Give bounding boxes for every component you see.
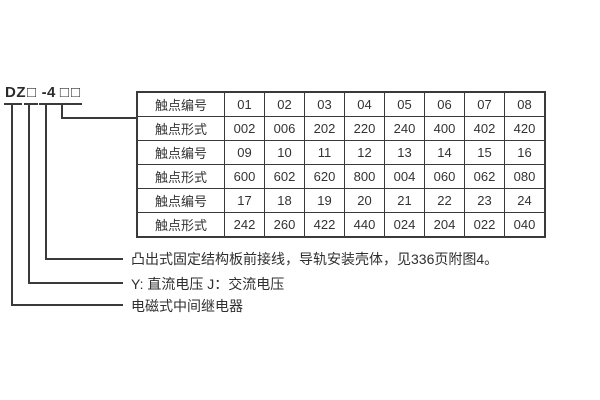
table-row: 触点编号 09 10 11 12 13 14 15 16 [136,140,546,165]
cell: 080 [504,164,546,189]
cell: 21 [384,188,425,213]
row-label: 触点编号 [136,91,225,117]
leader-vertical-box1 [28,103,30,284]
cell: 20 [344,188,385,213]
model-series: -4 [41,84,56,101]
table-row: 触点形式 600 602 620 800 004 060 062 080 [136,164,546,189]
cell: 04 [344,91,385,117]
cell: 620 [304,164,345,189]
annotation-voltage-type: Y: 直流电压 J：交流电压 [131,276,285,292]
leader-vertical-prefix [11,103,13,306]
cell: 402 [464,116,505,141]
cell: 006 [264,116,305,141]
cell: 10 [264,140,305,165]
table-row: 触点形式 002 006 202 220 240 400 402 420 [136,116,546,141]
table-row: 触点编号 17 18 19 20 21 22 23 24 [136,188,546,213]
cell: 17 [224,188,265,213]
cell: 08 [504,91,546,117]
tick-under-prefix [4,103,22,105]
cell: 18 [264,188,305,213]
cell: 204 [424,212,465,238]
cell: 14 [424,140,465,165]
cell: 09 [224,140,265,165]
row-label: 触点形式 [136,212,225,238]
table-row: 触点编号 01 02 03 04 05 06 07 08 [136,91,546,117]
cell: 06 [424,91,465,117]
cell: 12 [344,140,385,165]
tick-under-box2 [56,103,82,105]
cell: 11 [304,140,345,165]
annotation-structure: 凸出式固定结构板前接线，导轨安装壳体，见336页附图4。 [131,251,499,267]
leader-horizontal-to-table [61,117,137,119]
cell: 13 [384,140,425,165]
model-placeholder-box-2: □□ [59,84,83,101]
leader-vertical-series [45,103,47,260]
cell: 420 [504,116,546,141]
leader-vertical-box2 [61,103,63,119]
model-prefix: DZ [5,84,26,101]
cell: 004 [384,164,425,189]
cell: 602 [264,164,305,189]
cell: 02 [264,91,305,117]
cell: 440 [344,212,385,238]
leader-horizontal-line1 [45,258,123,260]
leader-horizontal-line2 [28,282,123,284]
cell: 060 [424,164,465,189]
cell: 062 [464,164,505,189]
cell: 220 [344,116,385,141]
cell: 15 [464,140,505,165]
cell: 022 [464,212,505,238]
cell: 800 [344,164,385,189]
tick-under-box1 [24,103,38,105]
cell: 600 [224,164,265,189]
cell: 24 [504,188,546,213]
cell: 024 [384,212,425,238]
cell: 01 [224,91,265,117]
model-code: DZ □ -4 □□ [5,84,82,101]
model-placeholder-box-1: □ [27,84,37,101]
cell: 202 [304,116,345,141]
cell: 05 [384,91,425,117]
row-label: 触点形式 [136,164,225,189]
cell: 240 [384,116,425,141]
cell: 040 [504,212,546,238]
leader-horizontal-line3 [11,304,123,306]
cell: 03 [304,91,345,117]
row-label: 触点编号 [136,188,225,213]
row-label: 触点形式 [136,116,225,141]
cell: 422 [304,212,345,238]
cell: 23 [464,188,505,213]
cell: 07 [464,91,505,117]
cell: 22 [424,188,465,213]
tick-under-series [39,103,56,105]
table-row: 触点形式 242 260 422 440 024 204 022 040 [136,212,546,238]
annotation-relay-type: 电磁式中间继电器 [131,298,243,314]
cell: 16 [504,140,546,165]
contact-spec-table: 触点编号 01 02 03 04 05 06 07 08 触点形式 002 00… [136,91,546,238]
cell: 400 [424,116,465,141]
cell: 19 [304,188,345,213]
cell: 260 [264,212,305,238]
row-label: 触点编号 [136,140,225,165]
cell: 242 [224,212,265,238]
cell: 002 [224,116,265,141]
